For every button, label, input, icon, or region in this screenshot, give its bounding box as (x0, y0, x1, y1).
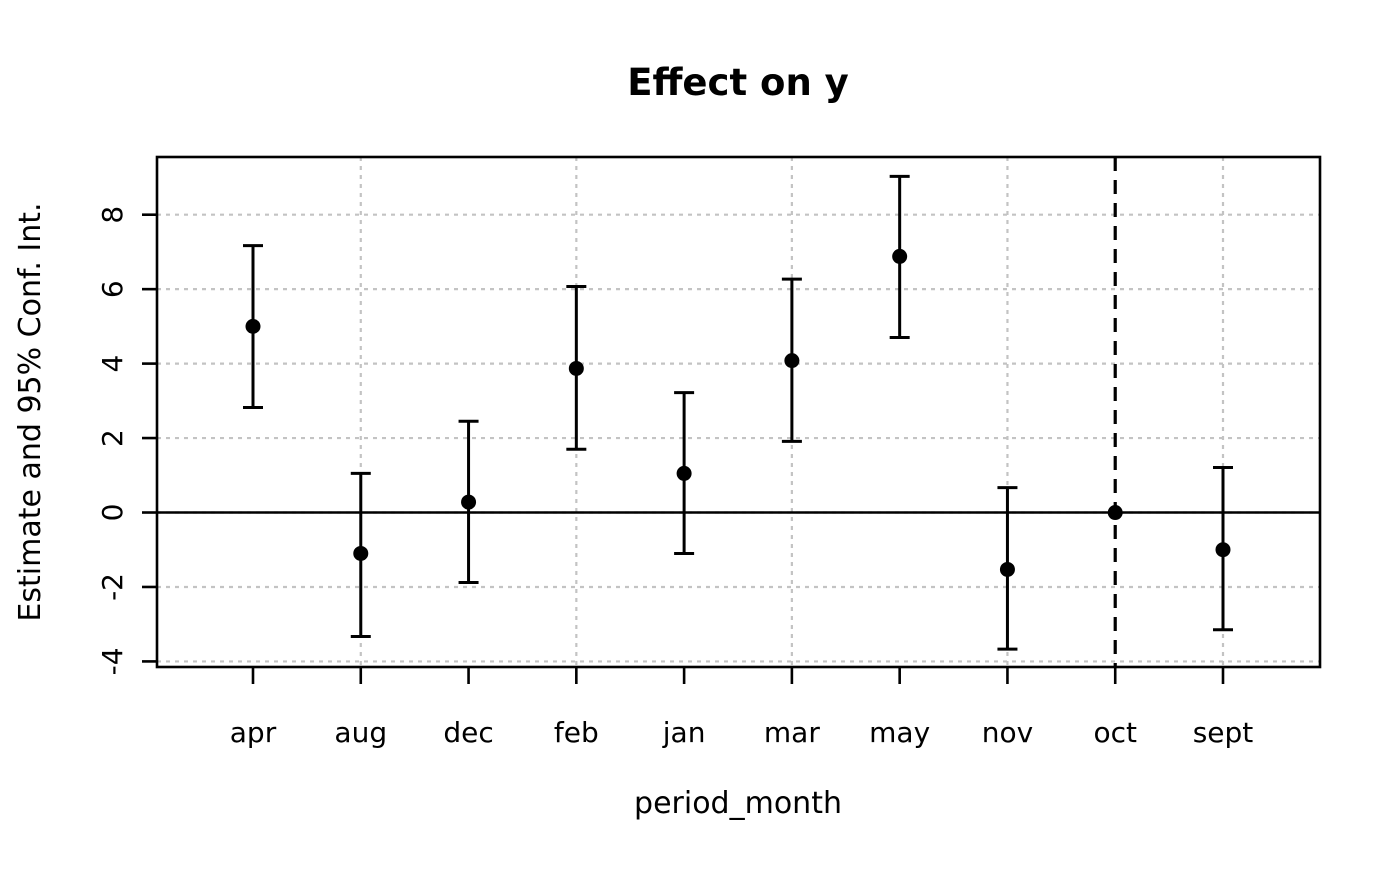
y-tick-label-4: 4 (96, 355, 129, 373)
plot-box-layer (155, 155, 1322, 669)
x-tick-label-nov: nov (982, 716, 1033, 749)
y-tick-label-2: 2 (96, 429, 129, 447)
chart-title: Effect on y (627, 61, 849, 104)
x-tick-label-jan: jan (662, 716, 706, 749)
x-tick-label-feb: feb (554, 716, 599, 749)
y-tick-label--2: -2 (96, 573, 129, 601)
y-tick-label-8: 8 (96, 206, 129, 224)
grid-layer (157, 157, 1320, 667)
estimate-point-apr (245, 318, 261, 334)
reference-lines-layer (157, 157, 1320, 667)
y-tick-label--4: -4 (96, 647, 129, 675)
estimate-point-jan (676, 465, 692, 481)
data-layer (243, 174, 1233, 651)
estimate-point-may (892, 248, 908, 264)
estimate-point-nov (999, 561, 1015, 577)
estimate-point-dec (461, 494, 477, 510)
y-tick-label-0: 0 (96, 504, 129, 522)
x-tick-label-aug: aug (334, 716, 387, 749)
x-axis-label: period_month (634, 786, 842, 821)
estimate-point-sept (1215, 542, 1231, 558)
y-tick-label-6: 6 (96, 280, 129, 298)
x-tick-label-mar: mar (764, 716, 820, 749)
x-tick-label-sept: sept (1193, 716, 1254, 749)
x-tick-label-apr: apr (230, 716, 277, 749)
estimate-point-aug (353, 545, 369, 561)
estimate-point-feb (568, 360, 584, 376)
axes-layer: -4 -2 0 2 4 6 8 apr aug dec feb jan mar may nov oct sept (96, 206, 1253, 749)
estimate-point-oct (1107, 505, 1123, 521)
y-axis-label: Estimate and 95% Conf. Int. (13, 202, 48, 621)
plot-border (155, 155, 1322, 669)
x-tick-label-dec: dec (443, 716, 493, 749)
x-tick-label-may: may (869, 716, 930, 749)
estimate-point-mar (784, 353, 800, 369)
x-tick-label-oct: oct (1093, 716, 1137, 749)
